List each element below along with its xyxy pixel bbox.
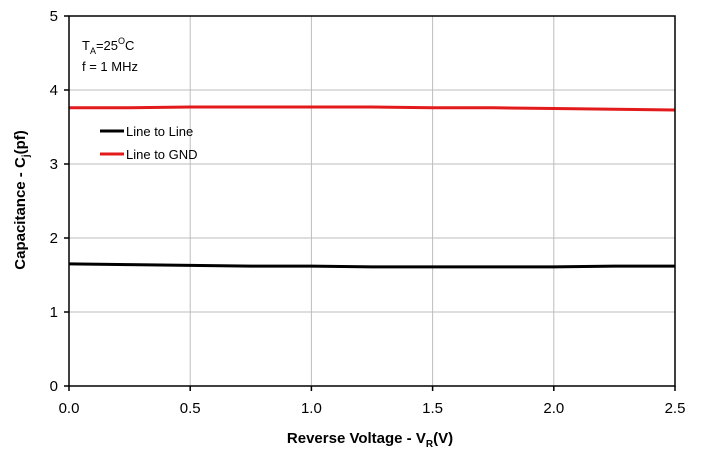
- series-line-line-to-gnd: [69, 105, 676, 112]
- condition-temperature: TA=25OC: [82, 36, 134, 56]
- x-tick-label: 0.0: [59, 400, 80, 417]
- x-tick-label: 1.0: [301, 400, 322, 417]
- y-tick-label: 4: [50, 82, 58, 99]
- data-series: [68, 105, 676, 269]
- axis-ticks: 0.0 0.5 1.0 1.5 2.0 2.5 0 1 2 3 4 5: [50, 8, 686, 417]
- y-tick-label: 5: [50, 8, 58, 25]
- condition-frequency: f = 1 MHz: [82, 59, 138, 74]
- y-tick-label: 3: [50, 156, 58, 173]
- x-tick-label: 2.0: [543, 400, 564, 417]
- y-axis-title: Capacitance - Cj(pf): [12, 130, 32, 269]
- legend-label-line-to-line: Line to Line: [126, 124, 193, 139]
- y-tick-label: 1: [50, 304, 58, 321]
- plot-area-frame: [68, 15, 676, 387]
- x-tick-label: 0.5: [180, 400, 201, 417]
- y-tick-label: 2: [50, 230, 58, 247]
- x-axis-title: Reverse Voltage - VR(V): [287, 430, 453, 450]
- x-tick-label: 1.5: [422, 400, 443, 417]
- legend-label-line-to-gnd: Line to GND: [126, 147, 198, 162]
- series-line-line-to-line: [68, 262, 675, 269]
- grid-lines: [69, 16, 675, 386]
- y-tick-label: 0: [50, 378, 58, 395]
- legend: Line to Line Line to GND: [100, 124, 198, 162]
- x-tick-label: 2.5: [665, 400, 686, 417]
